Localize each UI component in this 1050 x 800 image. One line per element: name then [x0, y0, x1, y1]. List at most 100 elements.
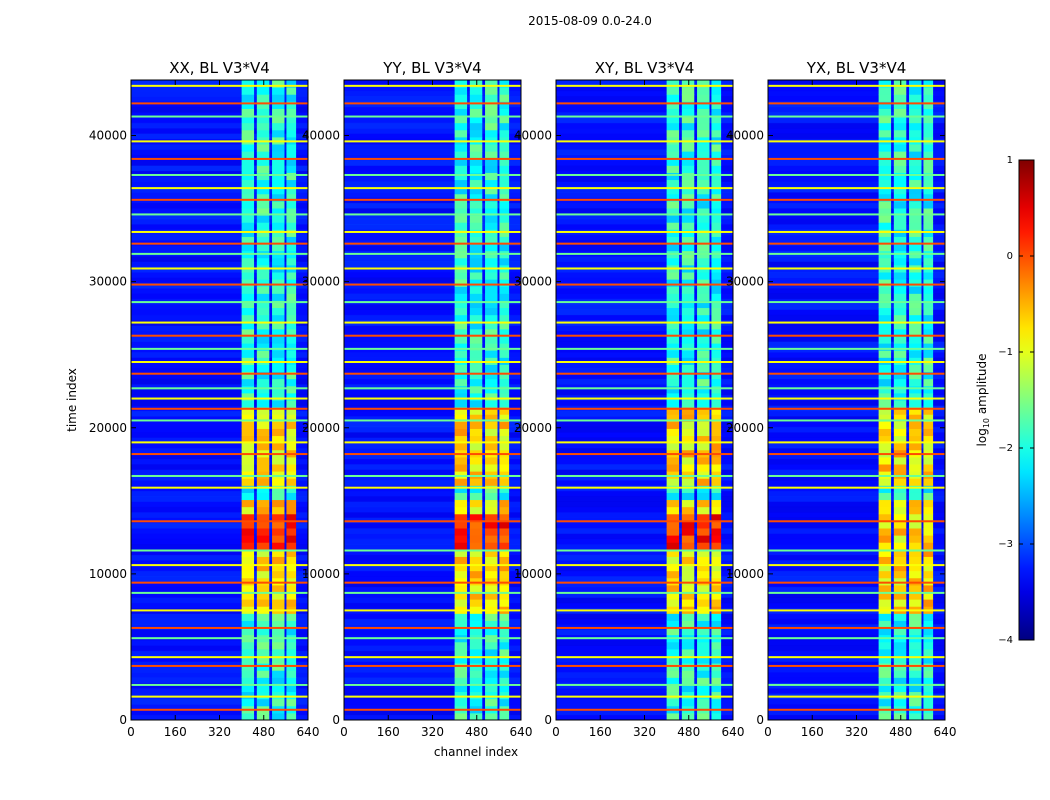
- heatmap-bright-cell: [469, 151, 483, 159]
- heatmap-noise-row: [344, 666, 521, 673]
- heatmap-bright-cell: [241, 129, 255, 138]
- heatmap-flag-row: [131, 626, 308, 629]
- heatmap-bright-cell: [454, 499, 468, 508]
- colorbar-tick-label: −3: [998, 539, 1013, 550]
- heatmap-bright-cell: [485, 279, 498, 287]
- heatmap-bright-cell: [666, 698, 680, 707]
- heatmap-bright-cell: [909, 236, 922, 245]
- heatmap-noise-row: [344, 528, 521, 534]
- heatmap-bright-cell: [485, 442, 498, 451]
- heatmap-bright-cell: [681, 400, 695, 408]
- heatmap-bright-cell: [469, 492, 483, 501]
- heatmap-bright-cell: [681, 485, 695, 493]
- heatmap-bright-cell: [666, 556, 680, 565]
- heatmap-bright-cell: [697, 186, 710, 195]
- heatmap-bright-cell: [272, 186, 285, 195]
- heatmap-bright-cell: [681, 478, 695, 486]
- heatmap-noise-row: [768, 458, 945, 465]
- heatmap-bright-cell: [499, 577, 510, 586]
- heatmap-bright-cell: [878, 371, 892, 380]
- heatmap-bright-cell: [485, 158, 498, 166]
- heatmap-flag-row: [556, 441, 733, 444]
- heatmap-bright-cell: [909, 499, 922, 508]
- heatmap-bright-cell: [485, 129, 498, 138]
- heatmap-bright-cell: [241, 193, 255, 202]
- heatmap-bright-cell: [711, 343, 722, 351]
- heatmap-bright-cell: [697, 421, 710, 429]
- y-tick-label: 30000: [514, 275, 552, 289]
- heatmap-bright-cell: [681, 392, 695, 401]
- heatmap-bright-cell: [697, 179, 710, 188]
- heatmap-bright-cell: [272, 627, 285, 636]
- heatmap-noise-row: [344, 709, 521, 716]
- heatmap-bright-cell: [241, 300, 255, 309]
- heatmap-noise-row: [768, 128, 945, 134]
- heatmap-flag-row: [768, 301, 945, 304]
- heatmap-bright-cell: [923, 222, 934, 230]
- heatmap-bright-cell: [499, 314, 510, 323]
- heatmap-bright-cell: [272, 215, 285, 223]
- heatmap-bright-cell: [241, 613, 255, 621]
- heatmap-noise-row: [556, 282, 733, 289]
- heatmap-bright-cell: [469, 592, 483, 600]
- heatmap-bright-cell: [256, 286, 270, 294]
- heatmap-bright-cell: [711, 641, 722, 650]
- y-tick-label: 20000: [514, 421, 552, 435]
- heatmap-bright-cell: [893, 407, 907, 415]
- heatmap-noise-row: [344, 106, 521, 113]
- heatmap-bright-cell: [893, 428, 907, 437]
- heatmap-bright-cell: [454, 321, 468, 330]
- heatmap-bright-cell: [241, 215, 255, 223]
- heatmap-bright-cell: [286, 122, 297, 131]
- heatmap-noise-row: [344, 426, 521, 433]
- heatmap-bright-cell: [272, 478, 285, 486]
- heatmap-bright-cell: [286, 350, 297, 358]
- heatmap-noise-row: [768, 560, 945, 566]
- heatmap-flag-row: [768, 242, 945, 245]
- heatmap-bright-cell: [909, 485, 922, 493]
- heatmap-noise-row: [131, 501, 308, 508]
- heatmap-flag-row: [768, 486, 945, 489]
- heatmap-bright-cell: [923, 464, 934, 472]
- heatmap-bright-cell: [469, 371, 483, 380]
- heatmap-bright-cell: [878, 620, 892, 629]
- heatmap-bright-cell: [485, 385, 498, 394]
- heatmap-bright-cell: [485, 584, 498, 593]
- heatmap-noise-row: [344, 544, 521, 550]
- heatmap-bright-cell: [893, 350, 907, 358]
- heatmap-bright-cell: [681, 343, 695, 351]
- heatmap-noise-row: [131, 560, 308, 566]
- heatmap-bright-cell: [241, 279, 255, 287]
- heatmap-noise-row: [556, 272, 733, 278]
- heatmap-bright-cell: [681, 200, 695, 209]
- heatmap-noise-row: [768, 213, 945, 220]
- heatmap-flag-row: [131, 301, 308, 304]
- heatmap-noise-row: [556, 112, 733, 118]
- heatmap-noise-row: [344, 293, 521, 300]
- x-tick-label: 0: [552, 725, 560, 739]
- heatmap-bright-cell: [454, 712, 468, 720]
- heatmap-bright-cell: [909, 165, 922, 173]
- heatmap-bright-cell: [454, 108, 468, 117]
- heatmap-bright-cell: [499, 520, 510, 529]
- heatmap-bright-cell: [878, 584, 892, 593]
- heatmap-bright-cell: [909, 215, 922, 223]
- heatmap-bright-cell: [909, 272, 922, 280]
- heatmap-bright-cell: [454, 613, 468, 621]
- heatmap-bright-cell: [681, 499, 695, 508]
- heatmap-bright-cell: [893, 549, 907, 557]
- heatmap-flag-row: [768, 157, 945, 160]
- heatmap-flag-row: [131, 361, 308, 364]
- heatmap-bright-cell: [893, 172, 907, 181]
- heatmap-bright-cell: [256, 648, 270, 657]
- heatmap-bright-cell: [878, 378, 892, 387]
- x-tick-label: 480: [677, 725, 700, 739]
- heatmap-noise-row: [556, 554, 733, 561]
- heatmap-bright-cell: [241, 584, 255, 593]
- heatmap-noise-row: [768, 208, 945, 214]
- y-tick-label: 30000: [89, 275, 127, 289]
- heatmap-bright-cell: [893, 108, 907, 117]
- heatmap-noise-row: [556, 368, 733, 374]
- heatmap-noise-row: [131, 624, 308, 630]
